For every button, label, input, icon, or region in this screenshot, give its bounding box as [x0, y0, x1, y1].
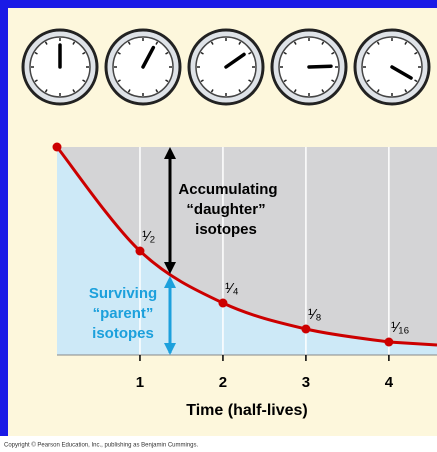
point	[135, 247, 144, 256]
value-label: ¹⁄₁₆	[391, 319, 410, 336]
value-label: ¹⁄₄	[225, 280, 239, 297]
value-label: ¹⁄₂	[142, 228, 156, 245]
annotation: “parent”	[93, 305, 154, 322]
clocks	[23, 30, 429, 104]
point	[218, 299, 227, 308]
annotation: isotopes	[92, 325, 154, 342]
x-tick-label: 2	[219, 374, 227, 391]
x-axis-title: Time (half-lives)	[186, 402, 308, 419]
point	[53, 143, 62, 152]
x-tick-label: 4	[385, 374, 394, 391]
annotation: Surviving	[89, 285, 157, 302]
point	[384, 338, 393, 347]
figure: 1 2 3 4 Time (half-lives) ¹⁄₂ ¹⁄₄ ¹⁄₈ ¹⁄₁₆ Accumu…	[0, 0, 437, 452]
annotation: isotopes	[195, 221, 257, 238]
x-tick-label: 3	[302, 374, 310, 391]
point	[301, 325, 310, 334]
annotation: “daughter”	[186, 201, 265, 218]
x-tick-label: 1	[136, 374, 144, 391]
clock-hand	[309, 66, 331, 67]
annotation: Accumulating	[178, 181, 277, 198]
footer: Copyright © Pearson Education, Inc., pub…	[4, 442, 199, 449]
value-label: ¹⁄₈	[308, 306, 322, 323]
